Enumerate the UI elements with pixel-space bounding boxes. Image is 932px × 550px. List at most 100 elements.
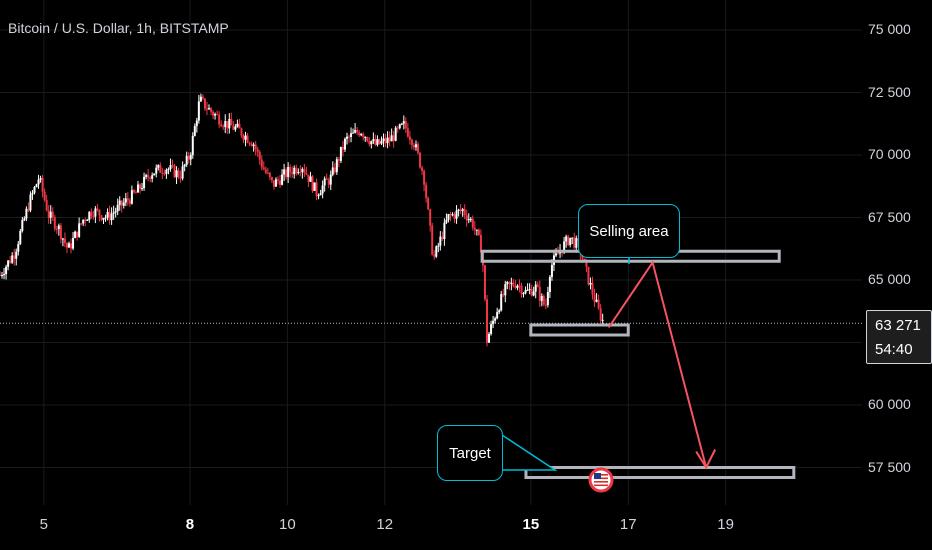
candle-body: [84, 219, 87, 221]
candle-body: [165, 169, 168, 174]
candle-body: [281, 174, 284, 185]
candle-body: [283, 169, 286, 175]
candle-body: [486, 299, 489, 343]
candle-body: [544, 304, 547, 306]
candle-body: [236, 123, 239, 127]
candle-body: [130, 190, 133, 204]
candle-body: [386, 137, 389, 144]
candle-body: [455, 210, 458, 219]
candle-body: [370, 141, 373, 145]
candle-body: [252, 144, 255, 146]
candle-body: [398, 124, 401, 129]
candle-body: [185, 155, 188, 165]
candle-body: [90, 211, 93, 217]
candle-body: [498, 310, 501, 313]
candle-body: [5, 266, 8, 275]
price-tick-label: 72 500: [868, 83, 911, 100]
candle-body: [3, 274, 6, 276]
candle-body: [445, 220, 448, 223]
candle-body: [17, 243, 20, 252]
candle-body: [538, 286, 541, 301]
time-tick-label: 12: [376, 516, 394, 533]
candle-body: [435, 246, 438, 257]
target-label: Target: [449, 444, 491, 462]
candle-body: [465, 215, 468, 221]
candle-body: [376, 139, 379, 145]
candle-body: [343, 138, 346, 150]
candle-body: [179, 176, 182, 179]
candle-body: [443, 222, 446, 240]
candle-body: [106, 212, 109, 218]
candle-body: [520, 285, 523, 295]
candle-body: [139, 184, 142, 189]
candle-body: [98, 209, 101, 216]
candle-body: [514, 285, 517, 288]
candle-body: [303, 168, 306, 173]
candle-body: [356, 130, 359, 133]
candle-body: [285, 169, 288, 177]
candle-body: [483, 265, 486, 300]
candle-body: [27, 208, 30, 211]
candle-body: [104, 217, 107, 219]
candle-body: [234, 126, 237, 130]
candle-body: [96, 208, 99, 210]
candle-body: [289, 167, 292, 173]
target-callout[interactable]: Target: [437, 425, 503, 481]
candle-body: [378, 139, 381, 144]
candle-body: [128, 200, 131, 204]
candle-body: [441, 236, 444, 240]
candle-body: [333, 167, 336, 173]
candle-body: [585, 260, 588, 267]
candle-body: [563, 241, 566, 253]
candle-body: [540, 295, 543, 301]
candle-body: [110, 213, 113, 221]
candle-body: [372, 139, 375, 142]
candle-body: [102, 218, 105, 220]
candle-body: [528, 289, 531, 291]
time-tick-label: 17: [619, 516, 637, 533]
flag-stripe: [594, 481, 608, 483]
candle-body: [193, 126, 196, 136]
candle-body: [31, 192, 34, 195]
candle-body: [260, 159, 263, 168]
candle-body: [518, 285, 521, 287]
candle-body: [88, 211, 91, 220]
candle-body: [315, 182, 318, 196]
candle-body: [53, 217, 56, 229]
candle-body: [410, 139, 413, 146]
candle-body: [72, 237, 75, 249]
candle-body: [295, 167, 298, 174]
candle-body: [141, 188, 144, 190]
candle-body: [479, 234, 482, 253]
candle-body: [337, 159, 340, 161]
candle-body: [11, 255, 14, 263]
selling-area-callout[interactable]: Selling area: [578, 204, 680, 258]
candle-body: [492, 320, 495, 325]
candle-body: [583, 258, 586, 261]
candle-body: [175, 170, 178, 178]
candle-body: [161, 172, 164, 174]
candle-body: [212, 111, 215, 116]
candle-body: [502, 293, 505, 296]
candle-body: [19, 230, 22, 244]
candle-body: [195, 120, 198, 127]
candle-body: [421, 167, 424, 171]
candle-body: [262, 167, 265, 170]
candle-body: [329, 174, 332, 185]
candle-body: [183, 164, 186, 167]
candle-body: [151, 175, 154, 179]
candle-body: [406, 128, 409, 137]
candle-body: [593, 294, 596, 302]
candle-body: [595, 299, 598, 302]
candle-body: [354, 130, 357, 133]
candle-body: [228, 119, 231, 129]
candle-body: [114, 211, 117, 213]
candle-body: [218, 114, 221, 125]
candle-body: [524, 290, 527, 294]
candle-body: [23, 218, 26, 221]
candle-body: [216, 113, 219, 115]
candle-body: [272, 180, 275, 187]
candle-body: [463, 209, 466, 216]
